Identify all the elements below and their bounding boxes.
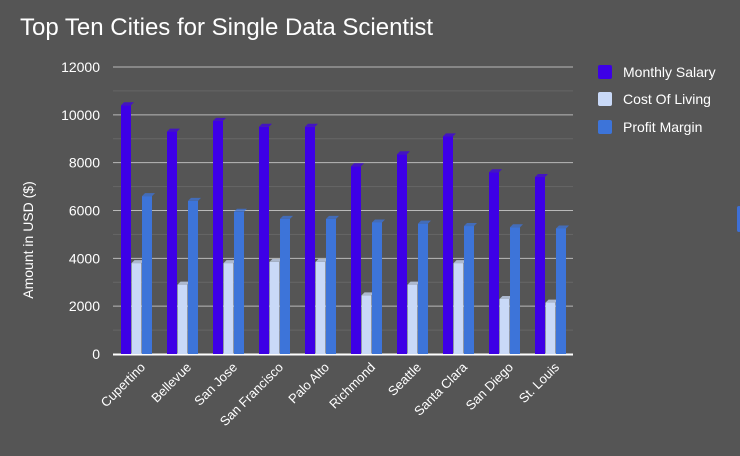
profit-margin-bar-st-louis-top [556,225,569,229]
monthly-salary-bar-bellevue-top [167,128,180,132]
cost-of-living-bar-santa-clara-top [453,260,467,264]
cost-of-living-bar-richmond [361,295,372,354]
profit-margin-bar-palo-alto [326,218,336,354]
y-axis-label: Amount in USD ($) [20,181,36,298]
x-tick-label-san-diego: San Diego [463,360,517,414]
cost-of-living-bar-cupertino [131,263,142,354]
y-tick-label-4000: 4000 [69,250,100,266]
cost-of-living-bar-richmond-top [361,292,375,296]
monthly-salary-bar-seattle [397,154,407,354]
profit-margin-bar-bellevue-top [188,197,201,201]
x-tick-label-bellevue: Bellevue [148,360,194,406]
cost-of-living-bar-san-francisco-top [269,258,283,262]
monthly-salary-bar-seattle-top [397,151,410,155]
profit-margin-bar-palo-alto-top [326,215,339,219]
profit-margin-bar-cupertino-top [142,193,155,197]
monthly-salary-bar-bellevue [167,131,177,354]
monthly-salary-bar-palo-alto [305,126,315,355]
y-tick-label-6000: 6000 [69,203,100,219]
legend-label-cost-of-living: Cost Of Living [623,91,711,108]
profit-margin-bar-seattle-top [418,220,431,224]
profit-margin-bar-san-diego [510,227,520,354]
profit-margin-bar-san-jose [234,211,244,354]
cost-of-living-bar-san-jose-top [223,260,237,264]
profit-margin-bar-san-francisco-top [280,215,293,219]
y-tick-label-0: 0 [92,346,100,362]
x-tick-label-palo-alto: Palo Alto [285,360,332,407]
profit-margin-bar-santa-clara-top [464,223,477,227]
legend-swatch-monthly-salary [598,64,612,79]
y-tick-label-8000: 8000 [69,155,100,171]
profit-margin-bar-richmond-top [372,219,385,223]
x-tick-label-seattle: Seattle [385,360,424,399]
chart-legend: Monthly Salary Cost Of Living Profit Mar… [598,58,716,141]
cost-of-living-bar-bellevue-top [177,281,191,285]
monthly-salary-bar-san-diego [489,172,499,354]
chart-title: Top Ten Cities for Single Data Scientist [20,14,434,41]
legend-item-profit-margin[interactable]: Profit Margin [598,113,716,141]
cost-of-living-bar-st-louis-top [545,299,559,303]
y-tick-label-2000: 2000 [69,298,100,314]
monthly-salary-bar-san-jose [213,120,223,354]
cost-of-living-bar-palo-alto-top [315,258,329,262]
legend-swatch-profit-margin [598,119,612,134]
x-tick-label-cupertino: Cupertino [98,360,148,410]
profit-margin-bar-san-diego-top [510,224,523,228]
monthly-salary-bar-palo-alto-top [305,123,318,127]
profit-margin-bar-san-francisco [280,218,290,354]
profit-margin-bar-cupertino [142,196,152,354]
legend-label-monthly-salary: Monthly Salary [623,63,716,80]
monthly-salary-bar-san-jose-top [213,117,226,121]
monthly-salary-bar-st-louis-top [535,174,548,178]
x-tick-label-richmond: Richmond [326,360,378,412]
monthly-salary-bar-santa-clara [443,136,453,354]
cost-of-living-bar-san-diego [499,298,510,354]
cost-of-living-bar-santa-clara [453,263,464,354]
y-tick-label-10000: 10000 [61,107,100,123]
profit-margin-bar-san-jose-top [234,208,247,212]
cost-of-living-bar-cupertino-top [131,260,145,264]
cost-of-living-bar-san-jose [223,263,234,354]
cost-of-living-bar-palo-alto [315,261,326,354]
monthly-salary-bar-richmond [351,166,361,354]
cost-of-living-bar-san-francisco [269,261,280,354]
profit-margin-bar-richmond [372,222,382,354]
monthly-salary-bar-cupertino [121,105,131,355]
scroll-edge-handle[interactable] [737,206,740,232]
legend-item-monthly-salary[interactable]: Monthly Salary [598,58,716,86]
monthly-salary-bar-san-francisco-top [259,123,272,127]
monthly-salary-bar-san-diego-top [489,169,502,173]
legend-swatch-cost-of-living [598,92,612,107]
profit-margin-bar-st-louis [556,228,566,354]
legend-label-profit-margin: Profit Margin [623,118,703,135]
legend-item-cost-of-living[interactable]: Cost Of Living [598,86,716,114]
cost-of-living-bar-bellevue [177,284,188,354]
profit-margin-bar-santa-clara [464,226,474,354]
cost-of-living-bar-seattle [407,284,418,354]
monthly-salary-bar-cupertino-top [121,102,134,106]
cost-of-living-bar-san-diego-top [499,295,513,299]
monthly-salary-bar-richmond-top [351,163,364,167]
cost-of-living-bar-st-louis [545,302,556,354]
y-tick-label-12000: 12000 [61,59,100,75]
monthly-salary-bar-st-louis [535,177,545,354]
profit-margin-bar-bellevue [188,200,198,354]
monthly-salary-bar-santa-clara-top [443,133,456,137]
cost-of-living-bar-seattle-top [407,281,421,285]
monthly-salary-bar-san-francisco [259,126,269,355]
x-tick-label-st-louis: St. Louis [516,359,563,406]
profit-margin-bar-seattle [418,223,428,354]
